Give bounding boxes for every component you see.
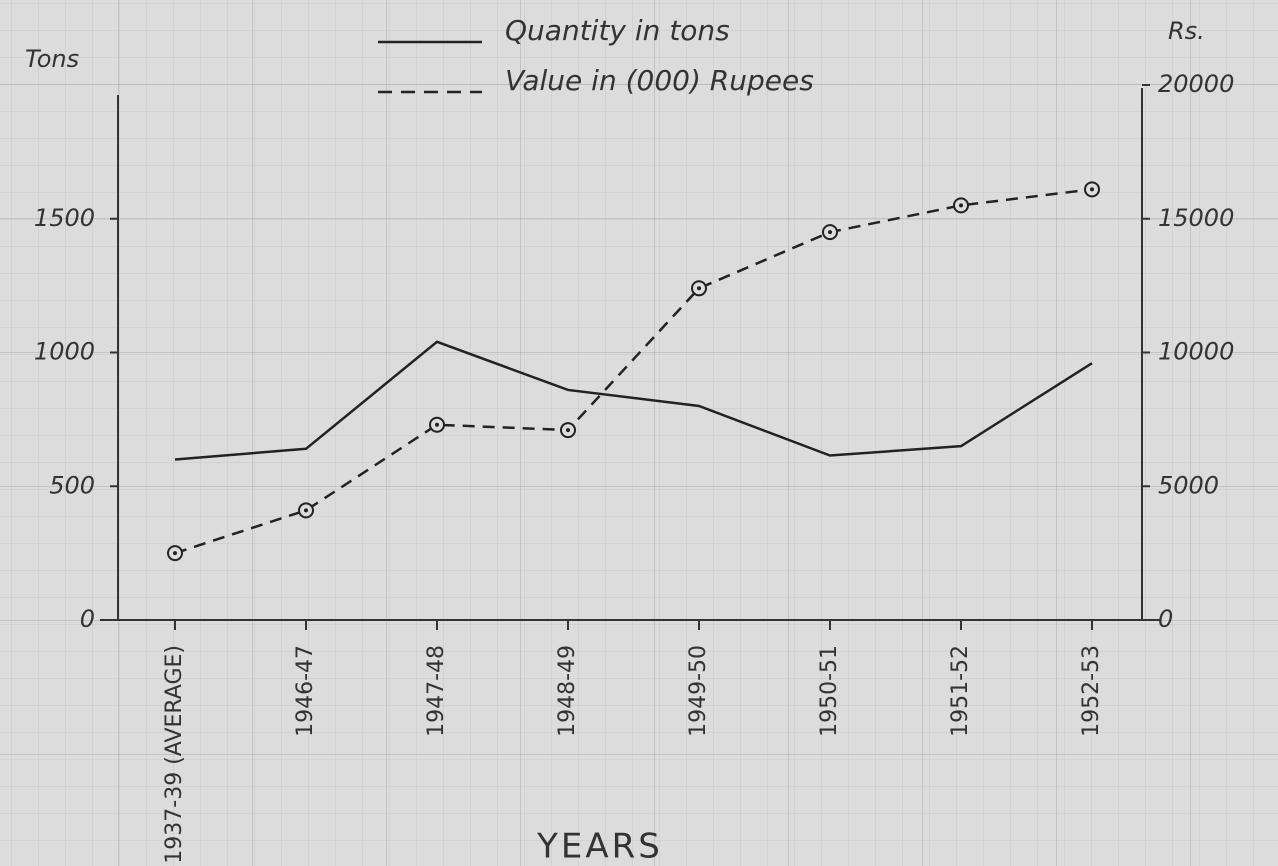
y2-tick-label: 15000 [1158,204,1234,232]
y2-axis-label: Rs. [1168,17,1205,45]
y2-tick-label: 20000 [1158,70,1234,98]
x-tick-label: 1951-52 [948,645,973,737]
point-dot [828,230,832,235]
series-line [174,188,1093,555]
y2-tick-label: 10000 [1158,338,1234,366]
point-dot [1090,187,1094,192]
legend-label: Value in (000) Rupees [505,64,814,97]
series-line [174,340,1093,461]
x-tick-label: 1947-48 [424,645,449,737]
point-dot [959,203,963,208]
x-tick-label: 1937-39 (AVERAGE) [162,645,187,864]
point-dot [304,508,308,513]
x-tick-label: 1952-53 [1079,645,1104,737]
point-dot [697,286,701,291]
point-dot [435,422,439,427]
y-tick-label: 1000 [34,338,95,366]
y-tick-label: 1500 [34,204,95,232]
y-tick-label: 500 [49,471,95,499]
point-dot [566,428,570,433]
x-tick-label: 1948-49 [555,645,580,737]
x-tick-label: 1949-50 [686,645,711,737]
x-tick-label: 1946-47 [293,645,318,737]
y2-tick-label: 5000 [1158,471,1219,499]
y2-tick-label: 0 [1158,605,1173,633]
point-dot [173,551,177,556]
x-axis-label: YEARS [536,827,663,866]
y-tick-label: 0 [80,605,95,633]
y-axis-label: Tons [25,45,79,73]
legend-label: Quantity in tons [505,14,730,47]
x-tick-label: 1950-51 [817,645,842,737]
